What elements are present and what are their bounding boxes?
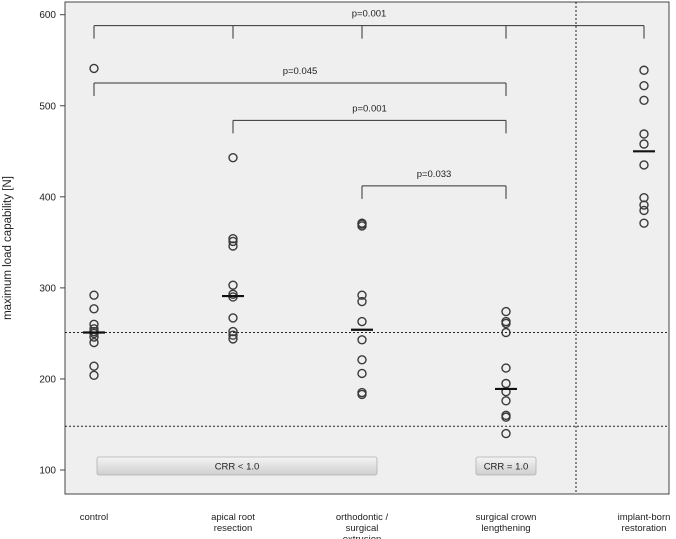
y-tick-label-400: 400 xyxy=(39,192,56,203)
data-point-surgical-crown-lengthening-9 xyxy=(501,412,511,422)
data-point-orthodontic-surgical-extrusion-4 xyxy=(357,296,367,307)
data-point-implant-born-restoration-6 xyxy=(639,193,649,203)
y-tick-label-100: 100 xyxy=(39,466,56,477)
data-point-apical-root-resection-9 xyxy=(228,330,238,340)
x-label-control: control xyxy=(80,512,109,523)
data-point-surgical-crown-lengthening-3 xyxy=(501,327,511,338)
group-label-1: CRR = 1.0 xyxy=(484,462,529,473)
data-point-surgical-crown-lengthening-0 xyxy=(501,306,511,317)
data-point-implant-born-restoration-5 xyxy=(639,160,649,170)
y-tick-label-600: 600 xyxy=(39,10,56,21)
data-point-apical-root-resection-1 xyxy=(228,234,238,244)
bracket-label-1: p=0.045 xyxy=(283,66,318,77)
data-point-implant-born-restoration-9 xyxy=(639,218,649,228)
data-point-apical-root-resection-3 xyxy=(228,241,238,251)
data-point-apical-root-resection-0 xyxy=(228,152,238,163)
y-tick-label-200: 200 xyxy=(39,374,56,385)
data-point-control-2 xyxy=(89,304,99,314)
data-point-implant-born-restoration-7 xyxy=(639,200,649,210)
bracket-label-0: p=0.001 xyxy=(352,9,387,20)
data-point-control-1 xyxy=(89,290,99,300)
data-point-orthodontic-surgical-extrusion-7 xyxy=(357,355,367,365)
group-label-box-1 xyxy=(475,456,537,476)
plot-area xyxy=(64,1,670,495)
data-point-surgical-crown-lengthening-7 xyxy=(501,396,511,406)
data-point-apical-root-resection-5 xyxy=(228,289,238,299)
data-point-surgical-crown-lengthening-10 xyxy=(501,428,511,439)
data-point-implant-born-restoration-0 xyxy=(639,65,649,75)
x-label-apical-root-resection: apical root resection xyxy=(211,512,255,534)
data-point-orthodontic-surgical-extrusion-8 xyxy=(357,368,367,379)
data-point-apical-root-resection-7 xyxy=(228,313,238,323)
data-point-surgical-crown-lengthening-6 xyxy=(501,386,511,397)
data-point-control-9 xyxy=(89,361,99,371)
x-label-surgical-crown-lengthening: surgical crown lengthening xyxy=(476,512,537,534)
data-point-implant-born-restoration-1 xyxy=(639,81,649,91)
data-point-control-8 xyxy=(89,337,99,348)
data-point-orthodontic-surgical-extrusion-6 xyxy=(357,335,367,345)
y-tick-label-500: 500 xyxy=(39,101,56,112)
data-point-apical-root-resection-4 xyxy=(228,280,238,290)
y-tick-label-300: 300 xyxy=(39,283,56,294)
x-label-implant-born-restoration: implant-born restoration xyxy=(618,512,671,534)
significance-bracket-3: p=0.033 xyxy=(361,169,507,199)
data-point-implant-born-restoration-8 xyxy=(639,205,649,216)
data-point-apical-root-resection-10 xyxy=(228,334,238,344)
data-point-orthodontic-surgical-extrusion-5 xyxy=(357,316,367,327)
bracket-label-2: p=0.001 xyxy=(352,103,387,114)
data-point-control-3 xyxy=(89,319,99,330)
significance-bracket-1: p=0.045 xyxy=(93,66,507,96)
group-label-box-0 xyxy=(96,456,378,476)
bracket-label-3: p=0.033 xyxy=(417,169,452,180)
data-point-orthodontic-surgical-extrusion-3 xyxy=(357,290,367,300)
data-point-implant-born-restoration-2 xyxy=(639,95,649,105)
data-point-control-10 xyxy=(89,370,99,380)
data-point-surgical-crown-lengthening-4 xyxy=(501,363,511,373)
data-point-implant-born-restoration-3 xyxy=(639,129,649,139)
significance-bracket-2: p=0.001 xyxy=(232,103,507,134)
data-point-apical-root-resection-2 xyxy=(228,236,238,247)
x-label-orthodontic-surgical-extrusion: orthodontic /surgicalextrusion xyxy=(336,512,389,539)
data-point-orthodontic-surgical-extrusion-10 xyxy=(357,389,367,400)
data-point-surgical-crown-lengthening-2 xyxy=(501,318,511,329)
data-point-orthodontic-surgical-extrusion-2 xyxy=(357,221,367,231)
data-point-implant-born-restoration-4 xyxy=(639,139,649,149)
significance-bracket-0: p=0.001 xyxy=(93,9,645,39)
y-axis-title: maximum load capability [N] xyxy=(2,176,14,320)
data-point-apical-root-resection-8 xyxy=(228,326,238,337)
group-label-0: CRR < 1.0 xyxy=(215,462,260,473)
data-point-control-0 xyxy=(89,63,99,74)
